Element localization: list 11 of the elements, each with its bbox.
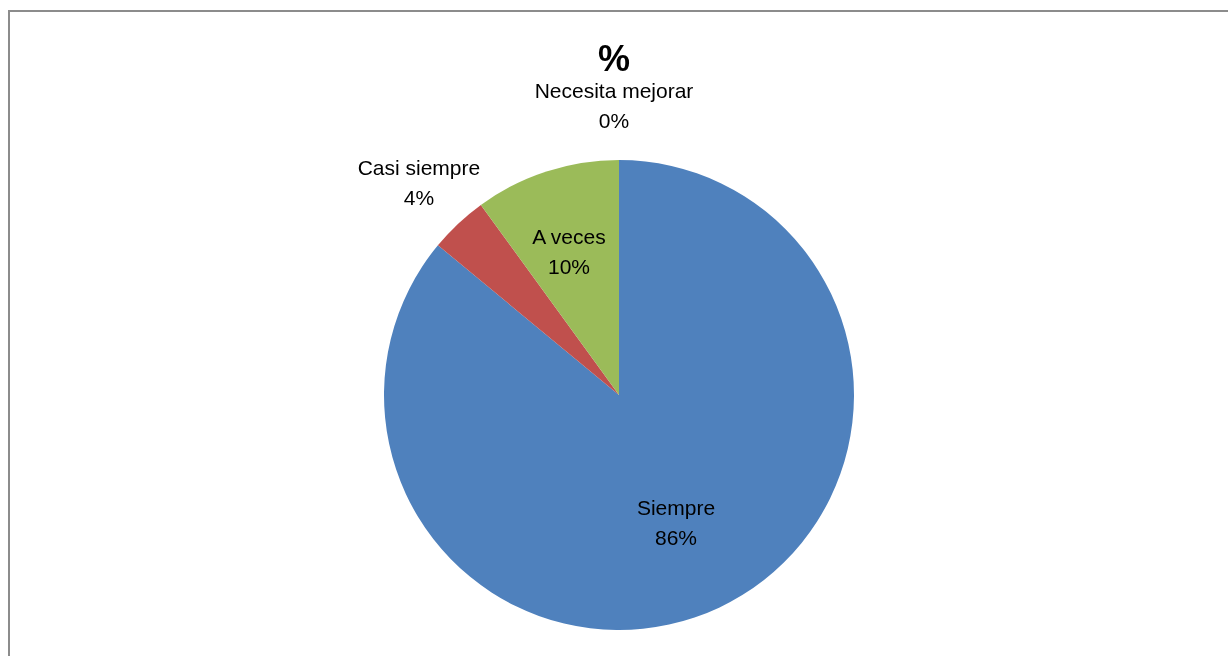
slice-label: A veces: [532, 224, 606, 248]
category-label: Necesita mejorar: [534, 78, 694, 102]
pie-slice: [437, 204, 619, 395]
text: 0%: [598, 108, 630, 132]
data-label: 10%: [547, 254, 590, 278]
pie-slice: [480, 160, 619, 395]
chart-title: %: [597, 38, 631, 80]
slice-label: Casi siempre: [357, 155, 481, 179]
data-label: 86%: [655, 525, 698, 549]
data-label: 4%: [403, 185, 435, 209]
slice-label: Siempre: [636, 495, 716, 519]
